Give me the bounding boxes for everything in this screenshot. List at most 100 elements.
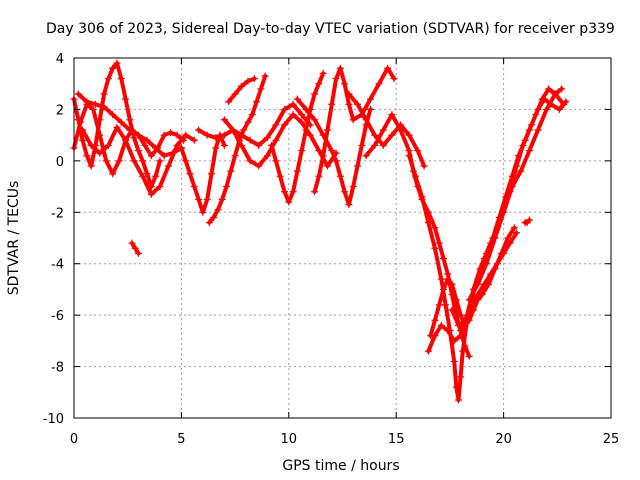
series-track-a-markers: [70, 59, 164, 191]
data-point-marker: [444, 327, 452, 335]
series-track-t-markers: [465, 85, 566, 304]
series-track-t: [467, 86, 564, 302]
data-point-marker: [405, 131, 413, 139]
data-point-marker: [246, 136, 254, 144]
data-point-marker: [91, 100, 99, 108]
series-track-e-markers: [128, 239, 142, 257]
data-point-marker: [117, 118, 125, 126]
data-point-marker: [506, 239, 514, 247]
y-tick-label: -8: [51, 361, 64, 376]
y-tick-label: 0: [56, 155, 64, 170]
series-track-p: [407, 86, 566, 402]
data-point-marker: [207, 170, 215, 178]
data-point-marker: [141, 141, 149, 149]
data-point-marker: [508, 183, 516, 191]
data-point-marker: [289, 111, 297, 119]
data-point-marker: [223, 183, 231, 191]
data-point-marker: [424, 347, 432, 355]
data-point-marker: [272, 121, 280, 129]
data-point-marker: [220, 141, 228, 149]
data-point-marker: [186, 170, 194, 178]
data-point-marker: [143, 170, 151, 178]
data-point-marker: [115, 157, 123, 165]
data-point-marker: [79, 126, 87, 134]
data-point-marker: [281, 188, 289, 196]
data-point-marker: [257, 85, 265, 93]
data-point-marker: [255, 141, 263, 149]
data-point-marker: [272, 136, 280, 144]
data-point-marker: [328, 100, 336, 108]
data-point-marker: [341, 188, 349, 196]
y-tick-label: 2: [56, 103, 64, 118]
data-point-marker: [126, 126, 134, 134]
data-point-marker: [122, 136, 130, 144]
data-point-marker: [482, 260, 490, 268]
series-track-h-markers: [195, 100, 314, 149]
data-point-marker: [323, 162, 331, 170]
data-point-marker: [220, 116, 228, 124]
data-point-marker: [298, 147, 306, 155]
y-tick-label: 4: [56, 52, 64, 67]
data-point-marker: [220, 131, 228, 139]
chart-title: Day 306 of 2023, Sidereal Day-to-day VTE…: [46, 21, 615, 37]
data-point-marker: [420, 162, 428, 170]
data-point-marker: [100, 90, 108, 98]
data-point-marker: [454, 321, 462, 329]
y-tick-label: -4: [51, 258, 64, 273]
data-point-marker: [167, 129, 175, 137]
data-point-marker: [109, 111, 117, 119]
data-point-marker: [298, 111, 306, 119]
data-point-marker: [263, 152, 271, 160]
data-point-marker: [341, 80, 349, 88]
data-point-marker: [225, 98, 233, 106]
data-point-marker: [448, 306, 456, 314]
data-point-marker: [79, 136, 87, 144]
series-track-j: [226, 76, 257, 104]
data-point-marker: [113, 59, 121, 67]
data-point-marker: [439, 255, 447, 263]
data-point-marker: [412, 172, 420, 180]
x-tick-label: 5: [177, 432, 185, 447]
data-point-marker: [405, 152, 413, 160]
data-point-marker: [555, 105, 563, 113]
data-point-marker: [349, 116, 357, 124]
data-point-marker: [302, 126, 310, 134]
data-point-marker: [480, 280, 488, 288]
data-point-marker: [199, 208, 207, 216]
data-point-marker: [354, 162, 362, 170]
data-point-marker: [435, 301, 443, 309]
data-point-marker: [328, 147, 336, 155]
data-point-marker: [388, 131, 396, 139]
series-track-m-markers: [311, 64, 398, 196]
data-point-marker: [319, 152, 327, 160]
data-point-marker: [562, 98, 570, 106]
data-point-marker: [431, 224, 439, 232]
data-point-marker: [212, 144, 220, 152]
data-point-marker: [461, 316, 469, 324]
data-point-marker: [83, 98, 91, 106]
data-point-marker: [493, 260, 501, 268]
data-point-marker: [117, 75, 125, 83]
y-tick-label: -10: [43, 412, 64, 427]
data-point-marker: [263, 134, 271, 142]
x-axis-label: GPS time / hours: [282, 458, 399, 474]
data-point-marker: [130, 134, 138, 142]
data-point-marker: [302, 105, 310, 113]
data-point-marker: [366, 95, 374, 103]
data-point-marker: [517, 167, 525, 175]
series-track-f-markers: [177, 131, 228, 216]
data-point-marker: [156, 157, 164, 165]
data-point-marker: [437, 321, 445, 329]
data-point-marker: [205, 219, 213, 227]
data-point-marker: [474, 280, 482, 288]
x-tick-label: 10: [281, 432, 298, 447]
data-point-marker: [212, 134, 220, 142]
data-point-marker: [459, 347, 467, 355]
data-point-marker: [96, 149, 104, 157]
data-point-marker: [362, 152, 370, 160]
data-point-marker: [525, 216, 533, 224]
data-point-marker: [379, 126, 387, 134]
data-point-marker: [437, 275, 445, 283]
data-point-marker: [362, 116, 370, 124]
data-point-marker: [214, 206, 222, 214]
